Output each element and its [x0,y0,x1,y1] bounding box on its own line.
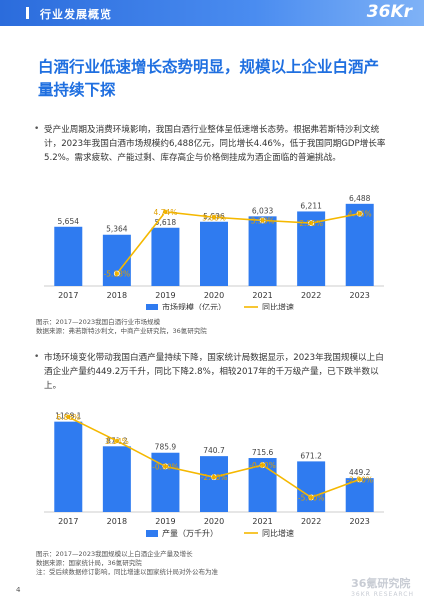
x-tick-label: 2018 [107,517,127,526]
bar-label: 671.2 [300,451,322,460]
growth-line [116,211,360,275]
footer-watermark: 36氪研究院 36KR RESEARCH [351,575,414,598]
bar-2018 [102,446,131,512]
bar-label: 5,364 [106,225,128,234]
growth-point-2023 [356,210,363,217]
growth-point-2019 [162,208,169,215]
x-tick-label: 2020 [204,291,224,300]
growth-point-2018 [113,270,120,277]
growth-point-2018 [113,437,120,444]
x-tick-label: 2017 [58,517,78,526]
growth-point-2020 [210,474,217,481]
chart2-caption: 图示：2017—2023我国规模以上白酒企业产量及增长 数据来源：国家统计局，3… [36,550,218,577]
x-tick-label: 2022 [301,517,321,526]
watermark-text: 36氪研究院 [351,577,411,590]
growth-label: 6.86% [56,413,80,422]
growth-label: -2.46% [201,473,228,482]
x-tick-label: 2021 [252,291,272,300]
growth-label: 2.95% [299,219,323,228]
bar-label: 6,033 [252,206,274,215]
x-tick-label: 2019 [155,291,175,300]
chart2-source: 数据来源：国家统计局，36氪研究院 [36,559,142,567]
chart1-caption: 图示：2017—2023我国白酒行业市场规模 数据来源：弗若斯特沙利文，中商产业… [36,318,207,336]
growth-label: -5.60% [298,493,325,502]
output-chart: 1198.12017871.22018785.92019740.72020715… [44,412,384,538]
chart2-source-note: 图示：2017—2023我国规模以上白酒企业产量及增长 [36,550,193,558]
chart2-note: 注：受后续数据修订影响，同比增速以国家统计局对外公布为准 [36,568,218,576]
x-tick-label: 2020 [204,517,224,526]
bar-2019 [151,227,180,286]
legend-bar-swatch [146,530,158,537]
header-accent-bar [26,7,29,19]
page-heading: 白酒行业低速增长态势明显，规模以上企业白酒产量持续下探 [38,58,380,99]
x-tick-label: 2023 [350,517,370,526]
x-tick-label: 2018 [107,291,127,300]
bar-2019 [151,452,180,512]
growth-point-2022 [308,494,315,501]
section-title: 行业发展概览 [40,8,112,21]
bar-label: 785.9 [155,443,177,452]
growth-label: 4.46% [348,210,372,219]
x-tick-label: 2023 [350,291,370,300]
bullet-icon: • [34,124,40,134]
bar-label: 715.6 [252,448,274,457]
x-tick-label: 2017 [58,291,78,300]
top-header-bar: 行业发展概览 36Kr [0,0,424,26]
growth-label: -0.80% [152,462,179,471]
bar-2020 [200,221,228,286]
brand-logo: 36Kr [366,2,412,22]
x-tick-label: 2021 [252,517,272,526]
growth-label: 4.74% [154,208,178,217]
legend-bar-label: 市场规模（亿元） [162,302,226,310]
growth-point-2021 [259,462,266,469]
paragraph-output: 市场环境变化带动我国白酒产量持续下降，国家统计局数据显示，2023年我国规模以上… [44,353,384,391]
legend-bar-swatch [146,304,158,310]
bar-2017 [54,226,83,286]
bar-2021 [248,216,277,286]
bullet-icon: • [34,352,40,362]
bar-label: 740.7 [203,446,225,455]
paragraph-market-size: 受产业周期及消费环境影响，我国白酒行业整体呈低速增长态势。根据弗若斯特沙利文统计… [44,125,386,163]
growth-label: -0.60% [249,461,276,470]
bar-label: 449.2 [349,468,371,477]
bar-2018 [102,234,131,286]
growth-label: 3.38% [251,216,275,225]
legend-bar-label: 产量（万千升） [162,528,218,538]
bar-label: 5,618 [155,218,177,227]
bar-label: 6,211 [300,201,322,210]
bar-2020 [200,456,228,512]
legend-line-label: 同比增速 [262,528,294,538]
growth-point-2019 [162,463,169,470]
bar-2023 [345,478,374,512]
growth-point-2022 [308,220,315,227]
growth-point-2017 [65,413,72,420]
bar-2022 [297,461,326,512]
chart1-source-note: 图示：2017—2023我国白酒行业市场规模 [36,318,161,326]
growth-point-2021 [259,217,266,224]
x-tick-label: 2022 [301,291,321,300]
legend-line-label: 同比增速 [262,302,294,310]
growth-label: -5.13% [104,270,131,279]
growth-label: 3.14% [105,437,129,446]
watermark-en: 36KR RESEARCH [351,591,414,598]
growth-label: -2.80% [346,475,373,484]
x-tick-label: 2019 [155,517,175,526]
growth-point-2023 [356,476,363,483]
bar-label: 5,654 [58,217,80,226]
growth-label: 3.88% [202,213,226,222]
bar-2017 [54,421,83,512]
growth-point-2020 [210,214,217,221]
bar-2023 [345,203,374,286]
page-number: 4 [16,586,21,594]
bar-label: 6,488 [349,194,371,203]
chart1-source: 数据来源：弗若斯特沙利文，中商产业研究院，36氪研究院 [36,327,207,335]
market-size-chart: 5,65420175,36420185,61820195,83620206,03… [44,194,384,310]
